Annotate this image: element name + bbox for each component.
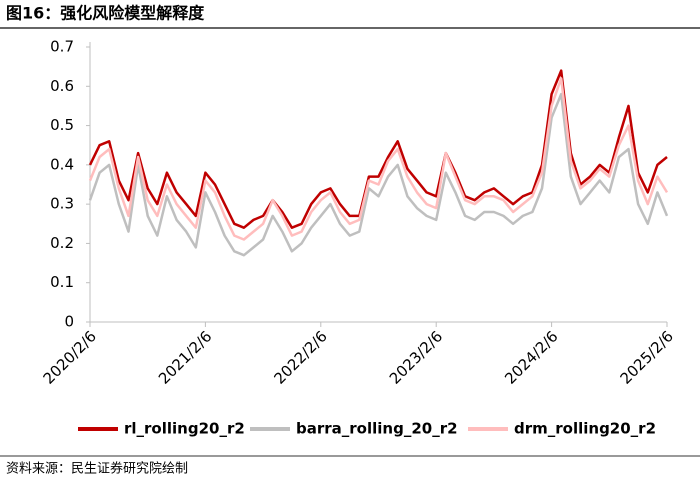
- y-tick-label: 0.1: [50, 273, 74, 291]
- source: 资料来源：民生证券研究院绘制: [6, 461, 188, 477]
- y-tick-label: 0: [64, 313, 74, 331]
- y-tick-label: 0.2: [50, 234, 74, 252]
- y-tick-label: 0.7: [50, 38, 74, 56]
- y-tick-label: 0.4: [50, 155, 74, 173]
- legend-label: barra_rolling_20_r2: [296, 420, 458, 438]
- chart-title: 图16：强化风险模型解释度: [6, 4, 205, 23]
- y-tick-label: 0.6: [50, 77, 74, 95]
- x-tick-label: 2025/2/6: [617, 327, 677, 387]
- y-tick-label: 0.5: [50, 116, 74, 134]
- legend-label: rl_rolling20_r2: [124, 420, 245, 438]
- x-tick-label: 2024/2/6: [501, 327, 561, 387]
- series-line: [88, 77, 669, 241]
- y-tick-label: 0.3: [50, 195, 74, 213]
- series-line: [88, 92, 669, 257]
- x-tick-label: 2023/2/6: [386, 327, 446, 387]
- legend-label: drm_rolling20_r2: [514, 420, 656, 438]
- x-tick-label: 2021/2/6: [155, 327, 215, 387]
- x-tick-label: 2020/2/6: [40, 327, 100, 387]
- x-tick-label: 2022/2/6: [270, 327, 330, 387]
